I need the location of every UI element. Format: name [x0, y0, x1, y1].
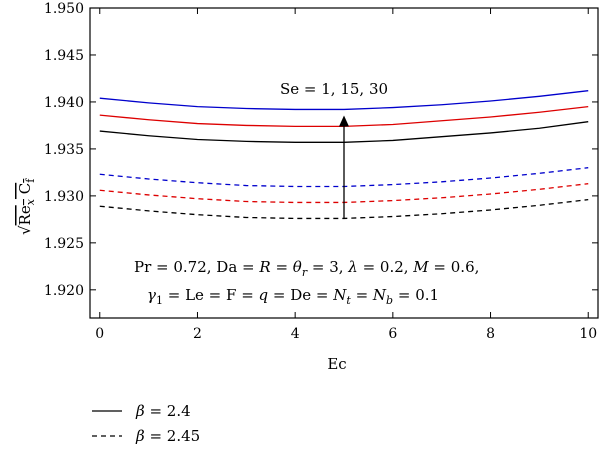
y-tick-label: 1.950	[44, 1, 84, 17]
series-line-3-solid	[99, 121, 589, 143]
series-layer	[99, 90, 589, 220]
y-axis-label: √Rex Cf	[16, 178, 37, 235]
legend: β = 2.4 β = 2.45	[92, 402, 200, 445]
x-tick-label: 8	[486, 326, 495, 342]
x-axis-label: Ec	[327, 355, 346, 373]
annotation-line-1: Pr = 0.72, Da = R = θr = 3, λ = 0.2, M =…	[134, 258, 479, 279]
y-tick-label: 1.940	[44, 95, 84, 111]
x-axis: 0 2 4 6 8 10	[95, 8, 597, 342]
annotation-line-2: γ1 = Le = F = q = De = Nt = Nb = 0.1	[147, 286, 439, 307]
arrow-head	[339, 115, 349, 127]
plot-frame	[89, 7, 599, 319]
se-label: Se = 1, 15, 30	[280, 80, 388, 98]
arrow-layer	[339, 115, 349, 219]
series-line-1-solid	[99, 90, 589, 111]
x-tick-label: 4	[291, 326, 300, 342]
x-tick-label: 2	[193, 326, 202, 342]
series-line-6-dashed	[99, 198, 589, 220]
y-tick-label: 1.945	[44, 48, 84, 64]
legend-label-2: β = 2.45	[135, 427, 200, 445]
legend-label-1: β = 2.4	[135, 402, 191, 420]
y-tick-label: 1.925	[44, 236, 84, 252]
x-tick-label: 10	[579, 326, 597, 342]
x-tick-label: 6	[388, 326, 397, 342]
series-line-2-solid	[99, 105, 589, 128]
series-line-5-dashed	[99, 183, 589, 204]
x-tick-label: 0	[95, 326, 104, 342]
y-tick-label: 1.935	[44, 142, 84, 158]
y-tick-label: 1.920	[44, 283, 84, 299]
y-axis: 1.920 1.925 1.930 1.935 1.940 1.945 1.950	[44, 1, 598, 299]
series-line-4-dashed	[99, 167, 589, 188]
y-tick-label: 1.930	[44, 189, 84, 205]
